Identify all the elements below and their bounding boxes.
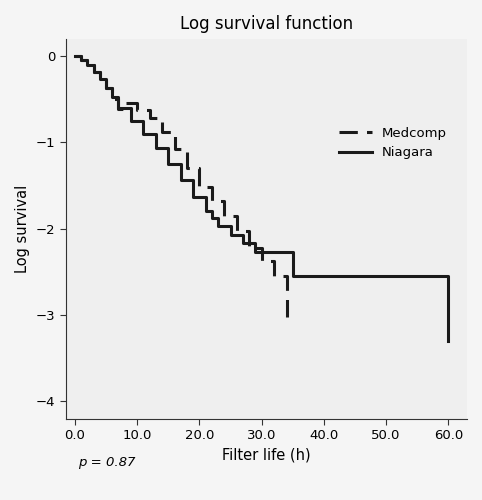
Medcomp [221,212,227,218]
Niagara [209,216,215,222]
Medcomp [91,68,96,74]
Niagara [72,53,78,59]
Medcomp [197,184,202,190]
Medcomp [109,96,115,102]
Niagara [116,105,121,111]
Niagara [178,178,184,184]
Medcomp [134,108,140,114]
Niagara [190,194,196,200]
Niagara [91,68,96,74]
Title: Log survival function: Log survival function [180,15,353,33]
Niagara [165,161,171,167]
Medcomp [72,53,78,59]
Medcomp [97,76,103,82]
Medcomp [209,198,215,204]
Niagara [445,338,451,344]
Medcomp [271,273,277,279]
Y-axis label: Log survival: Log survival [15,184,30,272]
Medcomp [234,228,240,234]
Niagara [128,118,134,124]
Medcomp [283,314,289,320]
Medcomp [116,106,121,112]
Niagara [140,130,146,136]
Niagara [290,273,295,279]
Line: Medcomp: Medcomp [75,56,286,316]
Text: p = 0.87: p = 0.87 [78,456,135,469]
Medcomp [172,146,177,152]
Niagara [153,146,159,152]
Medcomp [84,62,90,68]
Medcomp [147,115,152,121]
Medcomp [103,85,109,91]
Niagara [228,232,233,237]
Medcomp [159,129,165,135]
Niagara [103,85,109,91]
Niagara [253,249,258,255]
Niagara [215,223,221,229]
Medcomp [259,258,265,264]
Line: Niagara: Niagara [75,56,448,341]
Niagara [84,62,90,68]
X-axis label: Filter life (h): Filter life (h) [222,448,310,462]
Niagara [240,240,246,246]
Niagara [97,76,103,82]
Medcomp [122,100,128,106]
Niagara [109,94,115,100]
Medcomp [246,244,252,250]
Niagara [78,58,84,64]
Niagara [203,208,209,214]
Legend: Medcomp, Niagara: Medcomp, Niagara [333,122,453,164]
Medcomp [184,165,190,171]
Medcomp [78,58,84,64]
